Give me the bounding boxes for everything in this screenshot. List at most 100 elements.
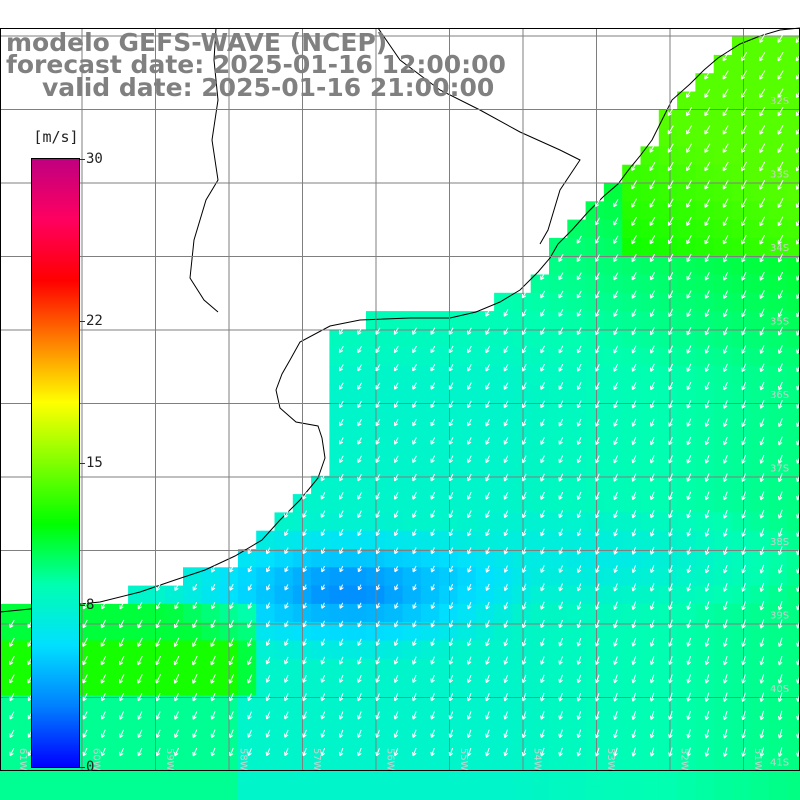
wind-speed-cell [713, 640, 733, 660]
wind-arrow [558, 692, 563, 702]
wind-arrow [777, 491, 783, 501]
wind-arrow [320, 620, 326, 628]
wind-arrow [521, 638, 527, 647]
wind-arrow [467, 620, 472, 628]
wind-arrow [430, 400, 436, 409]
wind-speed-cell [311, 713, 330, 733]
wind-speed-cell [402, 585, 422, 605]
wind-speed-cell [494, 402, 513, 422]
wind-arrow [723, 528, 728, 537]
wind-arrow [759, 692, 765, 702]
wind-speed-cell [420, 402, 440, 422]
wind-speed-cell [750, 530, 770, 550]
wind-arrow [759, 179, 766, 190]
wind-speed-cell [677, 732, 696, 751]
wind-arrow [485, 382, 491, 390]
wind-speed-cell [713, 256, 733, 276]
wind-arrow [156, 583, 161, 592]
wind-arrow [631, 473, 637, 482]
wind-speed-cell [274, 786, 294, 800]
wind-arrow [594, 199, 601, 208]
wind-arrow [302, 711, 307, 720]
wind-speed-cell [732, 384, 751, 404]
wind-arrow [467, 638, 472, 647]
wind-speed-cell [201, 786, 221, 800]
wind-arrow [667, 161, 674, 172]
wind-arrow [228, 674, 235, 684]
wind-speed-cell [768, 73, 788, 93]
wind-speed-cell [732, 311, 751, 330]
wind-arrow [576, 382, 582, 391]
wind-speed-cell [512, 640, 532, 660]
wind-speed-cell [366, 366, 385, 385]
wind-speed-cell [768, 128, 788, 147]
wind-speed-cell [658, 292, 678, 312]
wind-arrow [741, 381, 747, 391]
wind-speed-cell [311, 768, 330, 788]
wind-speed-cell [658, 622, 678, 642]
forecast-date: forecast date: 2025-01-16 12:00:00 [6, 50, 506, 79]
wind-speed-cell [713, 384, 733, 404]
wind-speed-cell [475, 786, 495, 800]
wind-arrow [119, 655, 125, 666]
wind-speed-cell [256, 713, 276, 733]
wind-arrow [448, 638, 454, 647]
wind-speed-cell [713, 164, 733, 184]
wind-arrow [723, 271, 729, 281]
wind-arrow [467, 656, 472, 665]
wind-arrow [759, 381, 765, 391]
wind-arrow [430, 528, 435, 537]
wind-arrow [704, 198, 711, 208]
wind-arrow [430, 345, 436, 354]
wind-arrow [722, 234, 729, 245]
wind-speed-cell [475, 347, 495, 367]
wind-speed-cell [0, 603, 19, 623]
wind-arrow [668, 400, 673, 409]
wind-speed-cell [311, 732, 330, 751]
wind-speed-cell [494, 439, 513, 459]
wind-speed-cell [329, 494, 349, 513]
wind-speed-cell [366, 457, 385, 477]
wind-arrow [759, 290, 765, 300]
wind-arrow [412, 565, 417, 573]
wind-speed-cell [768, 91, 788, 111]
wind-speed-cell [658, 457, 678, 477]
wind-speed-cell [109, 713, 129, 733]
wind-speed-cell [567, 549, 587, 568]
wind-arrow [650, 363, 655, 372]
wind-arrow [650, 418, 655, 427]
wind-arrow [503, 400, 509, 409]
wind-speed-cell [603, 677, 623, 696]
wind-arrow [375, 382, 381, 390]
wind-speed-cell [603, 237, 623, 257]
wind-speed-cell [494, 658, 513, 678]
wind-speed-cell [567, 494, 587, 513]
wind-speed-cell [366, 329, 385, 349]
wind-speed-cell [695, 292, 715, 312]
wind-speed-cell [622, 475, 642, 495]
wind-arrow [430, 492, 436, 500]
wind-speed-cell [622, 347, 642, 367]
wind-speed-cell [567, 475, 587, 495]
wind-speed-cell [677, 109, 696, 129]
wind-arrow [485, 309, 491, 317]
wind-arrow [229, 565, 234, 573]
wind-speed-cell [603, 640, 623, 660]
wind-speed-cell [512, 549, 532, 568]
wind-speed-cell [18, 786, 38, 800]
wind-speed-cell [530, 439, 550, 459]
wind-speed-cell [585, 622, 605, 642]
wind-speed-cell [695, 713, 715, 733]
wind-speed-cell [695, 256, 715, 276]
wind-speed-cell [366, 640, 385, 660]
wind-arrow [284, 547, 289, 555]
wind-arrow [503, 528, 509, 537]
wind-speed-cell [768, 183, 788, 202]
wind-speed-cell [695, 750, 715, 770]
wind-speed-cell [439, 622, 459, 642]
wind-speed-cell [183, 750, 202, 770]
wind-speed-cell [640, 219, 660, 239]
wind-arrow [503, 620, 509, 628]
wind-speed-cell [677, 366, 696, 385]
wind-speed-cell [567, 311, 587, 330]
